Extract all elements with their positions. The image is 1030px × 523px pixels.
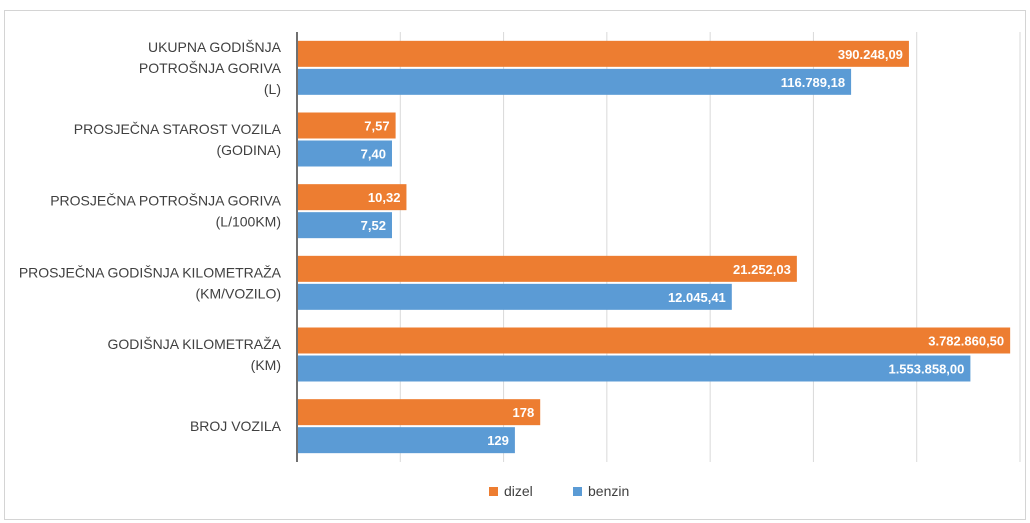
category-label-3-0: PROSJEČNA GODIŠNJA KILOMETRAŽA [19,264,282,280]
data-label-benzin-0: 116.789,18 [781,75,845,90]
bar-benzin-3 [298,283,732,310]
data-label-dizel-2: 10,32 [368,190,401,205]
legend-swatch-dizel [489,487,498,496]
category-label-3-1: (KM/VOZILO) [195,285,281,301]
data-label-benzin-1: 7,40 [361,147,386,162]
data-label-dizel-4: 3.782.860,50 [928,334,1004,349]
category-label-2-0: PROSJEČNA POTROŠNJA GORIVA [50,193,281,209]
category-label-0-2: (L) [264,81,281,97]
bar-benzin-4 [298,355,971,382]
legend-label-dizel: dizel [504,483,533,499]
data-label-dizel-3: 21.252,03 [733,262,791,277]
category-label-2-1: (L/100KM) [216,214,281,230]
category-label-0-1: POTROŠNJA GORIVA [139,60,282,76]
category-labels: UKUPNA GODIŠNJA POTROŠNJA GORIVA (L) PROSJE… [19,39,282,434]
category-label-1-1: (GODINA) [216,142,281,158]
bar-dizel-1 [298,112,396,139]
category-label-5-0: BROJ VOZILA [190,418,282,434]
category-label-4-0: GODIŠNJA KILOMETRAŽA [108,336,282,352]
bar-benzin-1 [298,140,392,167]
legend-label-benzin: benzin [588,483,629,499]
data-label-benzin-5: 129 [487,433,509,448]
bar-dizel-5 [298,399,541,426]
data-label-dizel-0: 390.248,09 [838,47,903,62]
legend-swatch-benzin [573,487,582,496]
data-label-benzin-4: 1.553.858,00 [888,362,964,377]
bar-dizel-3 [298,255,797,282]
bar-dizel-4 [298,327,1011,354]
bar-benzin-5 [298,427,515,454]
bars [298,40,1011,454]
bar-benzin-2 [298,212,392,239]
bar-benzin-0 [298,68,852,95]
value-labels: 390.248,09 116.789,18 7,57 7,40 10,32 7,52 21.… [361,47,1004,448]
legend: dizel benzin [489,483,629,499]
data-label-dizel-1: 7,57 [364,119,389,134]
data-label-benzin-2: 7,52 [361,218,386,233]
category-label-4-1: (KM) [251,357,281,373]
category-label-1-0: PROSJEČNA STAROST VOZILA [74,121,282,137]
bar-dizel-2 [298,184,407,211]
data-label-dizel-5: 178 [513,405,535,420]
data-label-benzin-3: 12.045,41 [668,290,726,305]
category-label-0-0: UKUPNA GODIŠNJA [148,39,282,55]
gridlines [399,32,1021,462]
bar-dizel-0 [298,40,909,67]
